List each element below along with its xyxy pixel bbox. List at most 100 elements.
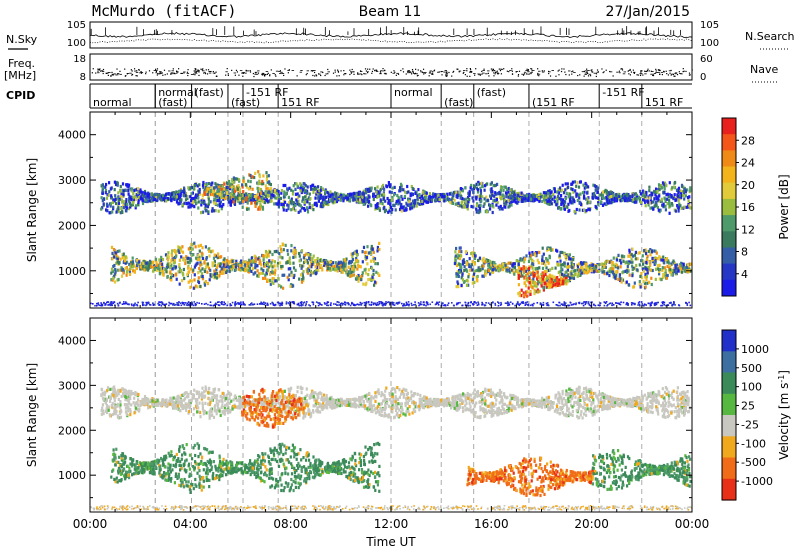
- data-cell: [358, 195, 361, 199]
- data-cell: [350, 264, 353, 269]
- data-cell: [241, 205, 244, 209]
- data-cell: [680, 183, 684, 187]
- data-cell: [610, 200, 613, 204]
- data-cell: [332, 192, 335, 196]
- data-cell: [344, 261, 348, 265]
- data-cell: [615, 193, 618, 197]
- data-cell: [655, 204, 658, 208]
- data-cell: [128, 183, 131, 187]
- data-cell: [485, 210, 489, 214]
- data-cell: [357, 259, 360, 264]
- freq-dot: [227, 73, 229, 75]
- data-cell: [335, 194, 338, 198]
- data-cell: [112, 248, 116, 252]
- data-cell: [432, 192, 435, 196]
- data-cell: [248, 258, 251, 262]
- data-cell: [201, 246, 204, 250]
- data-cell: [139, 267, 142, 271]
- freq-dot: [537, 74, 539, 76]
- data-cell: [458, 250, 461, 254]
- freq-dot: [422, 68, 425, 70]
- data-cell: [236, 196, 239, 200]
- data-cell: [584, 181, 587, 186]
- data-cell: [443, 192, 446, 197]
- nave-dot: [421, 72, 425, 74]
- data-cell: [580, 203, 583, 207]
- data-cell: [639, 274, 642, 278]
- data-cell: [481, 264, 484, 268]
- data-cell: [423, 199, 426, 203]
- data-cell: [689, 206, 692, 210]
- data-cell: [263, 264, 266, 268]
- data-cell: [175, 195, 178, 199]
- data-cell: [344, 195, 348, 199]
- freq-dot: [152, 72, 154, 74]
- freq-dot: [402, 71, 405, 73]
- data-cell: [115, 261, 118, 265]
- data-cell: [265, 186, 268, 190]
- data-cell: [349, 274, 352, 278]
- data-cell: [578, 268, 581, 273]
- freq-dot: [548, 72, 550, 75]
- freq-dot: [161, 72, 163, 74]
- freq-dot: [320, 74, 322, 77]
- data-cell: [536, 282, 539, 286]
- data-cell: [668, 270, 672, 274]
- data-cell: [177, 248, 180, 252]
- data-cell: [494, 191, 497, 195]
- data-cell: [542, 191, 545, 195]
- data-cell: [512, 266, 515, 271]
- data-cell: [546, 278, 549, 282]
- freq-dot: [629, 74, 632, 76]
- data-cell: [465, 283, 469, 287]
- data-cell: [482, 256, 485, 260]
- data-cell: [187, 280, 190, 284]
- data-cell: [642, 260, 646, 264]
- freq-dot: [145, 73, 147, 75]
- data-cell: [306, 185, 309, 189]
- data-cell: [689, 262, 692, 266]
- data-cell: [541, 255, 544, 259]
- data-cell: [376, 249, 379, 253]
- data-cell: [472, 274, 475, 278]
- data-cell: [232, 185, 235, 189]
- data-cell: [120, 207, 123, 211]
- data-cell: [563, 274, 566, 278]
- data-cell: [311, 183, 314, 187]
- freq-dot: [135, 75, 137, 77]
- data-cell: [494, 264, 497, 268]
- data-cell: [455, 246, 458, 251]
- data-cell: [685, 266, 688, 270]
- data-cell: [223, 187, 226, 191]
- data-cell: [564, 255, 567, 259]
- data-cell: [560, 266, 563, 270]
- data-cell: [191, 270, 194, 274]
- data-cell: [303, 208, 306, 212]
- data-cell: [242, 199, 245, 203]
- data-cell: [568, 257, 571, 261]
- data-cell: [350, 267, 354, 271]
- data-cell: [367, 204, 370, 208]
- data-cell: [582, 196, 586, 200]
- freq-dot: [203, 72, 205, 74]
- data-cell: [351, 252, 354, 256]
- data-cell: [584, 263, 587, 267]
- data-cell: [289, 283, 293, 287]
- data-cell: [509, 270, 512, 274]
- freq-dot: [264, 73, 266, 76]
- data-cell: [658, 255, 661, 259]
- data-cell: [189, 279, 192, 283]
- data-cell: [250, 263, 253, 267]
- data-cell: [314, 196, 317, 200]
- data-cell: [533, 198, 536, 202]
- data-cell: [337, 198, 340, 202]
- data-cell: [207, 202, 210, 206]
- data-cell: [264, 249, 268, 254]
- data-cell: [326, 263, 329, 267]
- data-cell: [514, 196, 517, 200]
- data-cell: [375, 270, 378, 274]
- data-cell: [217, 264, 220, 268]
- data-cell: [183, 276, 186, 281]
- data-cell: [302, 270, 305, 274]
- data-cell: [180, 247, 183, 251]
